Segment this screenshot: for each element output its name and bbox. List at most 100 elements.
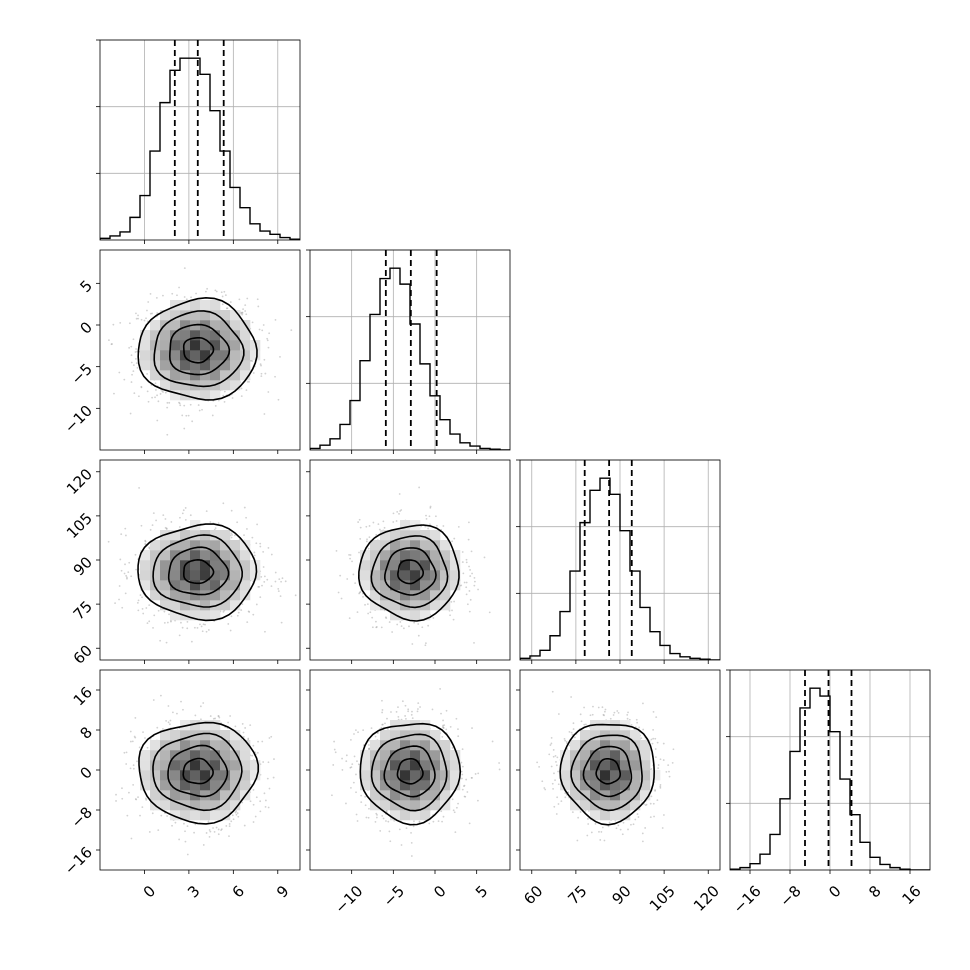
scatter-point bbox=[199, 705, 202, 708]
scatter-point bbox=[218, 716, 221, 719]
density-cell bbox=[190, 330, 201, 341]
scatter-point bbox=[147, 301, 150, 303]
scatter-point bbox=[252, 613, 255, 616]
scatter-point bbox=[264, 799, 267, 802]
density-cell bbox=[200, 310, 211, 321]
density-cell bbox=[220, 780, 231, 791]
scatter-point bbox=[266, 578, 269, 581]
scatter-point bbox=[258, 328, 261, 331]
density-cell bbox=[150, 760, 161, 771]
density-cell bbox=[240, 770, 251, 781]
scatter-point bbox=[178, 402, 181, 405]
scatter-point bbox=[205, 290, 207, 293]
scatter-point bbox=[166, 406, 169, 409]
scatter-point bbox=[231, 397, 234, 399]
scatter-point bbox=[190, 640, 193, 643]
scatter-point bbox=[214, 717, 217, 720]
scatter-point bbox=[197, 404, 200, 406]
scatter-point bbox=[129, 767, 132, 770]
scatter-point bbox=[398, 512, 400, 515]
scatter-point bbox=[221, 295, 224, 298]
scatter-point bbox=[213, 830, 216, 833]
scatter-point bbox=[187, 414, 190, 417]
scatter-point bbox=[256, 298, 259, 301]
scatter-point bbox=[128, 322, 131, 325]
density-cell bbox=[180, 330, 191, 341]
scatter-point bbox=[185, 298, 188, 301]
density-cell bbox=[240, 740, 251, 751]
density-cell bbox=[410, 540, 421, 551]
scatter-point bbox=[223, 390, 226, 393]
density-cell bbox=[150, 770, 161, 781]
scatter-point bbox=[263, 358, 266, 361]
density-cell bbox=[200, 360, 211, 371]
scatter-point bbox=[427, 527, 430, 530]
scatter-point bbox=[266, 777, 269, 780]
density-cell bbox=[220, 740, 231, 751]
density-cell bbox=[240, 330, 251, 341]
density-cell bbox=[390, 580, 401, 591]
density-cell bbox=[190, 800, 201, 811]
density-cell bbox=[360, 550, 371, 561]
scatter-point bbox=[273, 758, 275, 760]
density-cell bbox=[380, 530, 391, 541]
density-cell bbox=[200, 560, 211, 571]
y-tick-label: 120 bbox=[63, 465, 96, 498]
scatter-point bbox=[159, 393, 162, 395]
scatter-point bbox=[205, 510, 208, 512]
scatter-point bbox=[469, 598, 472, 601]
scatter-point bbox=[408, 625, 410, 628]
scatter-point bbox=[427, 624, 430, 627]
scatter-point bbox=[156, 312, 159, 314]
scatter-point bbox=[364, 603, 366, 606]
scatter-point bbox=[259, 363, 262, 366]
density-cell bbox=[190, 750, 201, 761]
density-cell bbox=[230, 800, 241, 811]
density-cell bbox=[180, 750, 191, 761]
scatter-point bbox=[421, 626, 424, 629]
density-cell bbox=[370, 600, 381, 611]
density-cell bbox=[230, 780, 241, 791]
density-cell bbox=[440, 540, 451, 551]
scatter-point bbox=[453, 537, 456, 540]
scatter-point bbox=[251, 536, 254, 539]
density-cell bbox=[220, 810, 231, 821]
scatter-point bbox=[290, 329, 293, 332]
scatter-point bbox=[261, 329, 264, 332]
density-cell bbox=[380, 600, 391, 611]
density-cell bbox=[200, 370, 211, 381]
density-cell bbox=[250, 350, 261, 361]
scatter-point bbox=[129, 730, 132, 733]
scatter-point bbox=[217, 522, 220, 525]
scatter-point bbox=[130, 381, 133, 383]
density-cell bbox=[210, 360, 221, 371]
scatter-point bbox=[200, 718, 202, 721]
scatter-point bbox=[137, 395, 140, 398]
density-cell bbox=[180, 580, 191, 591]
density-cell bbox=[230, 360, 241, 371]
density-cell bbox=[170, 810, 181, 821]
scatter-point bbox=[164, 391, 167, 394]
scatter-point bbox=[144, 543, 147, 545]
density-cell bbox=[250, 570, 261, 581]
scatter-point bbox=[200, 625, 203, 628]
density-cell bbox=[180, 600, 191, 611]
density-cell bbox=[210, 330, 221, 341]
scatter-point bbox=[166, 621, 169, 624]
scatter-point bbox=[410, 855, 413, 857]
scatter-point bbox=[221, 303, 224, 306]
scatter-point bbox=[176, 294, 178, 297]
scatter-point bbox=[246, 297, 249, 300]
scatter-point bbox=[357, 521, 360, 523]
scatter-point bbox=[280, 621, 283, 624]
scatter-point bbox=[121, 787, 123, 790]
scatter-point bbox=[359, 590, 362, 593]
panel-frame bbox=[309, 249, 511, 451]
density-cell bbox=[440, 570, 451, 581]
density-cell bbox=[410, 560, 421, 571]
density-cell bbox=[240, 560, 251, 571]
scatter-point bbox=[274, 580, 277, 583]
scatter-point bbox=[348, 617, 351, 620]
scatter-point bbox=[355, 791, 357, 794]
scatter-point bbox=[214, 289, 217, 292]
